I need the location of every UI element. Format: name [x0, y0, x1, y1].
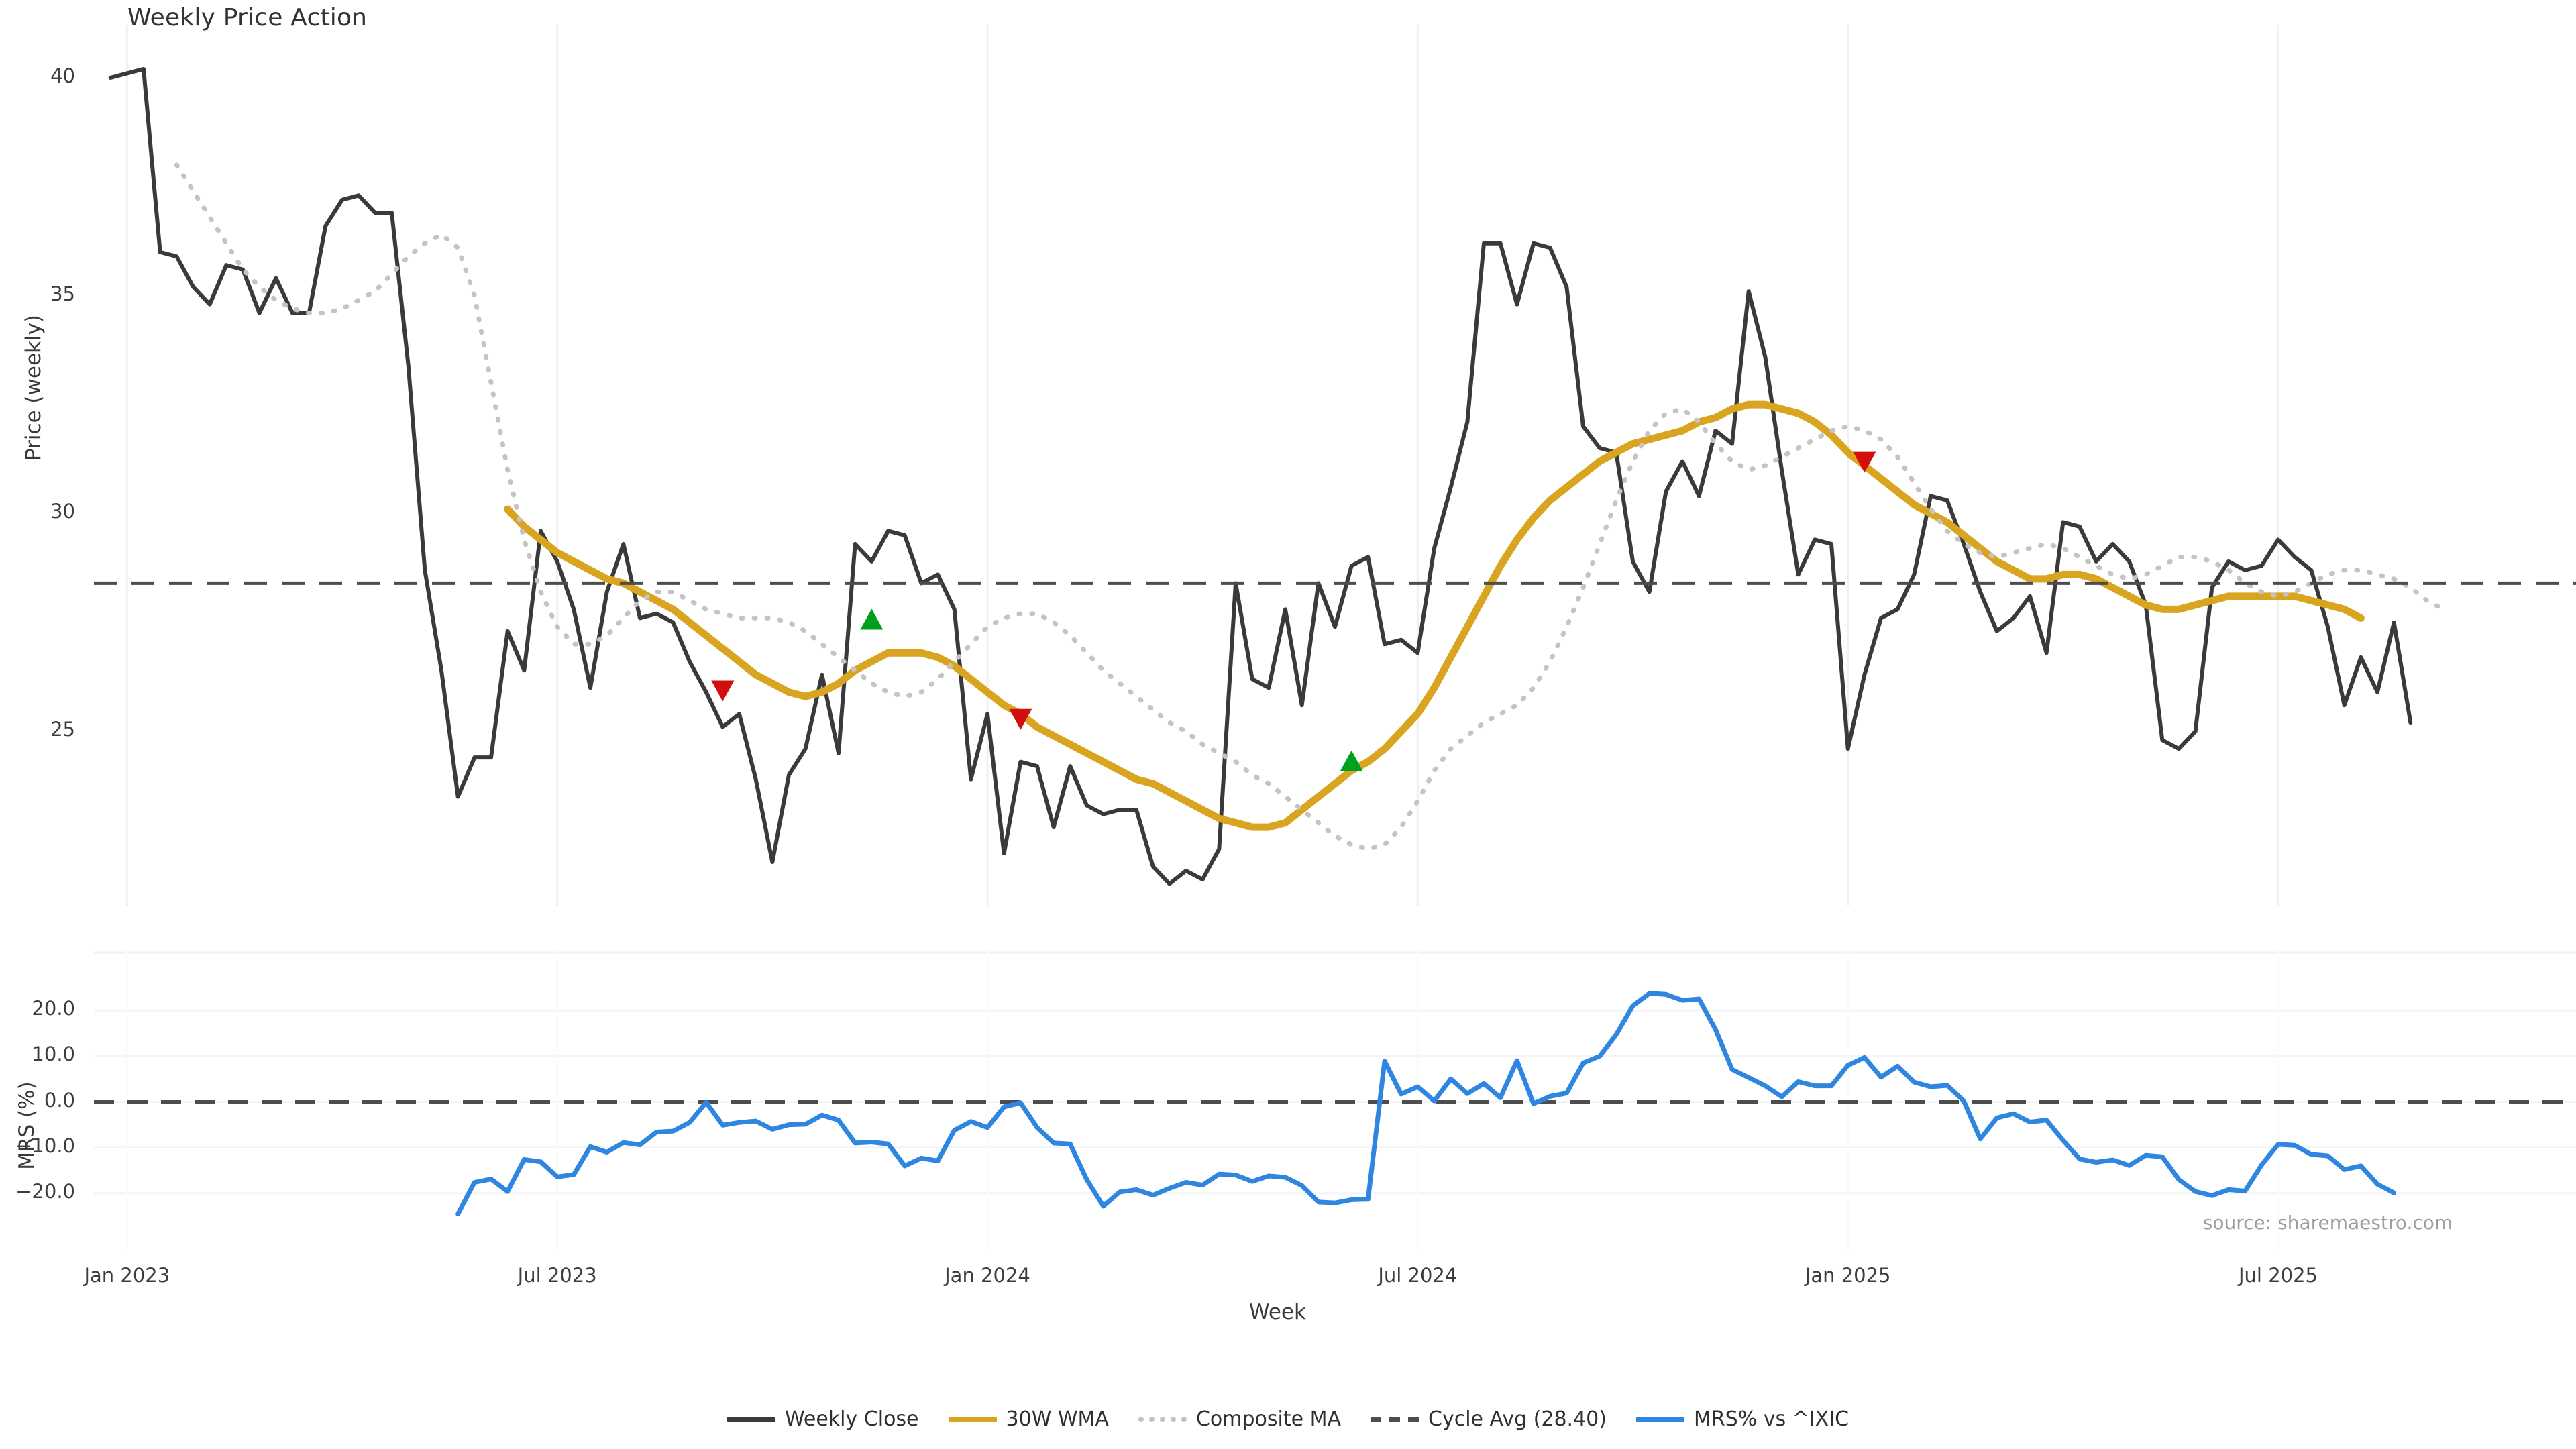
legend-item-30w-wma[interactable]: 30W WMA — [948, 1407, 1109, 1431]
price-markers-group — [711, 451, 1876, 771]
x-tick-0: Jan 2023 — [84, 1264, 170, 1287]
mrs-line — [455, 991, 2397, 1217]
legend-label-2: Composite MA — [1195, 1407, 1342, 1431]
x-tick-2: Jan 2024 — [945, 1264, 1030, 1287]
sell-triangle-icon-0 — [711, 680, 735, 702]
legend-item-mrs-vs-ixic[interactable]: MRS% vs ^IXIC — [1635, 1407, 1849, 1431]
price-ytick-1: 30 — [50, 500, 75, 523]
price-gridlines — [125, 25, 2279, 906]
legend-item-weekly-close[interactable]: Weekly Close — [727, 1407, 919, 1431]
chart-legend: Weekly Close 30W WMA Composite MA Cycle Avg… — [0, 1407, 2576, 1431]
sell-triangle-icon-4 — [1853, 451, 1876, 473]
price-series-group — [94, 66, 2576, 886]
price-ytick-2: 35 — [50, 282, 75, 305]
mrs-y-axis-label: MRS (%) — [15, 1081, 39, 1170]
buy-triangle-icon-3 — [1340, 750, 1363, 771]
legend-label-1: 30W WMA — [1006, 1407, 1109, 1431]
x-tick-1: Jul 2023 — [517, 1264, 597, 1287]
composite-ma-line — [174, 162, 2447, 852]
legend-label-3: Cycle Avg (28.40) — [1428, 1407, 1607, 1431]
buy-triangle-icon-1 — [860, 608, 883, 630]
mrs-ytick-2: 0.0 — [44, 1088, 75, 1112]
price-y-axis-label: Price (weekly) — [21, 314, 46, 462]
x-tick-4: Jan 2025 — [1805, 1264, 1891, 1287]
x-axis-label: Week — [1249, 1300, 1306, 1324]
source-watermark: source: sharemaestro.com — [2202, 1212, 2453, 1234]
mrs-ytick-0: −20.0 — [15, 1179, 75, 1203]
sell-triangle-icon-2 — [1009, 708, 1032, 730]
page-title: Weekly Price Action — [127, 4, 368, 32]
mrs-ytick-3: 10.0 — [32, 1042, 75, 1066]
weekly-close-line — [108, 66, 2413, 886]
price-ytick-3: 40 — [50, 64, 75, 87]
mrs-ytick-4: 20.0 — [32, 997, 75, 1020]
mrs-series-group — [94, 991, 2576, 1217]
x-tick-3: Jul 2024 — [1378, 1264, 1458, 1287]
legend-label-0: Weekly Close — [784, 1407, 919, 1431]
legend-label-4: MRS% vs ^IXIC — [1693, 1407, 1849, 1431]
legend-item-cycle-avg-28-40[interactable]: Cycle Avg (28.40) — [1371, 1407, 1607, 1431]
legend-item-composite-ma[interactable]: Composite MA — [1138, 1407, 1341, 1431]
30w-wma-line — [504, 400, 2365, 831]
price-ytick-0: 25 — [50, 718, 75, 741]
mrs-ytick-1: −10.0 — [15, 1134, 75, 1157]
x-tick-5: Jul 2025 — [2238, 1264, 2318, 1287]
